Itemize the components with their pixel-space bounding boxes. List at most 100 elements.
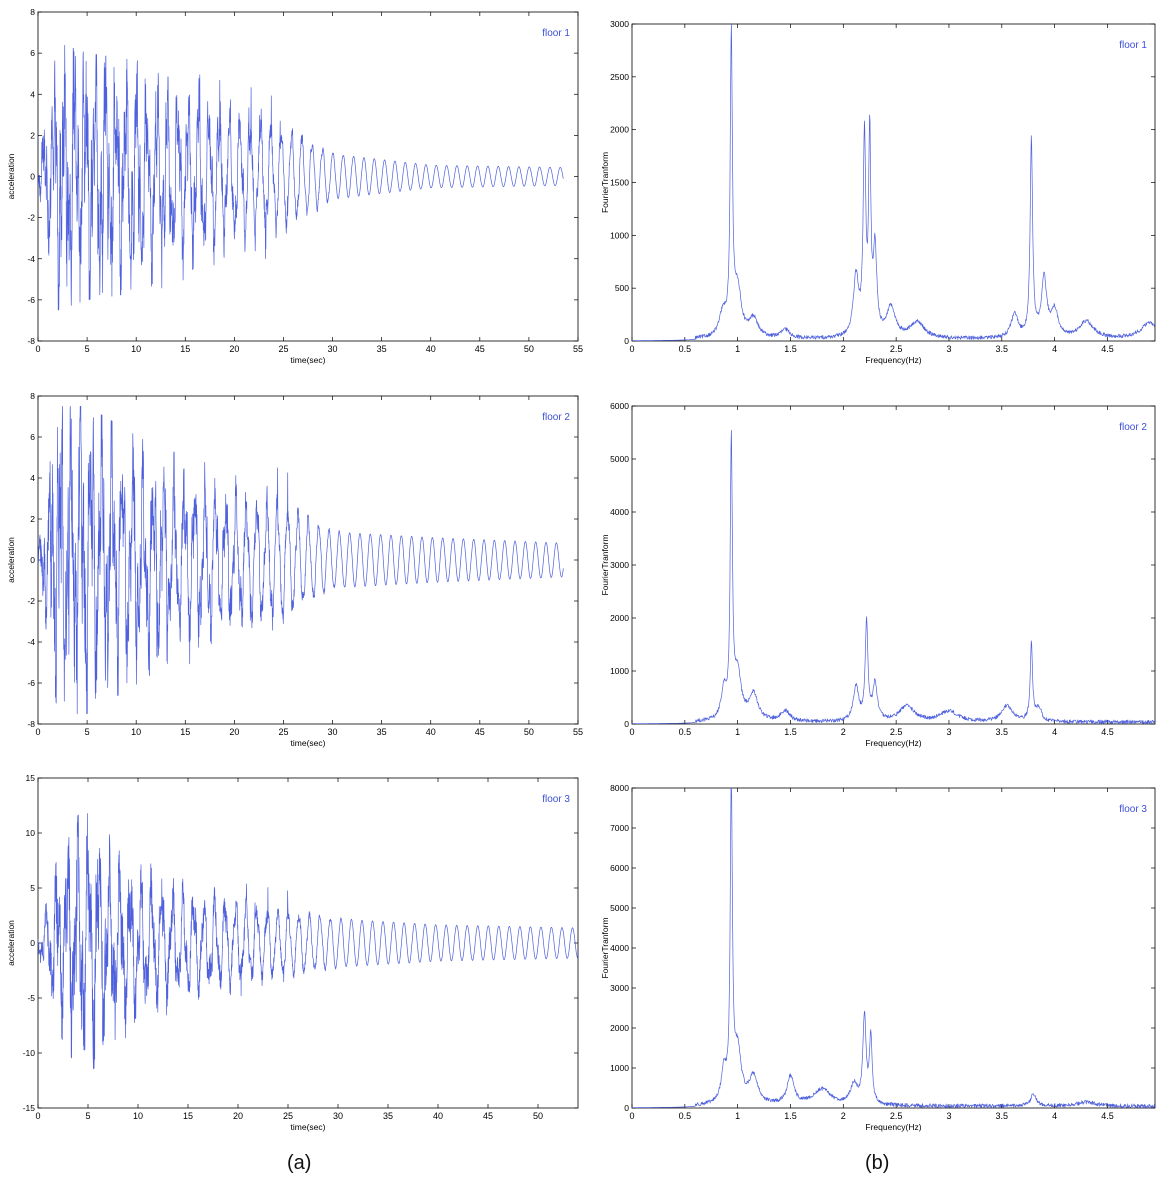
y-tick-label: 5 (30, 883, 35, 893)
x-tick-label: 45 (475, 344, 485, 354)
x-tick-label: 2 (841, 1111, 846, 1121)
series-line (632, 23, 1156, 342)
y-tick-label: 2 (30, 514, 35, 524)
chart-b1: 0 0.5 1 1.5 2 2.5 3 3.5 4 4.5 0 500 1000 1500 2000 2500… (600, 19, 1156, 365)
x-tick-label: 40 (433, 1111, 443, 1121)
y-tick-label: 2000 (610, 1023, 629, 1033)
x-tick-label: 4 (1052, 344, 1057, 354)
x-tick-label: 0 (629, 727, 634, 737)
x-tick-label: 2.5 (890, 1111, 903, 1121)
y-axis-label: FourierTranform (600, 917, 610, 978)
plot-frame (631, 405, 1156, 725)
x-axis-label: Frequency(Hz) (865, 355, 921, 365)
x-tick-label: 35 (377, 727, 387, 737)
x-tick-label: 50 (533, 1111, 543, 1121)
x-tick-label: 35 (383, 1111, 393, 1121)
x-tick-label: 15 (180, 344, 190, 354)
legend-label: floor 1 (1119, 40, 1147, 51)
x-tick-label: 20 (233, 1111, 243, 1121)
plot-frame (37, 777, 579, 1109)
x-tick-label: 1 (735, 727, 740, 737)
x-tick-label: 3 (946, 344, 951, 354)
y-tick-label: -2 (27, 213, 35, 223)
y-tick-label: -5 (27, 993, 35, 1003)
y-tick-label: -8 (27, 719, 35, 729)
x-tick-label: 15 (180, 727, 190, 737)
x-tick-label: 15 (183, 1111, 193, 1121)
chart-a3: 0 5 10 15 20 25 30 35 40 45 50 -15 -10 -5 0 5 10 15 time(s… (6, 773, 579, 1132)
legend-label: floor 2 (1119, 422, 1147, 433)
panel-label-b: (b) (865, 1152, 890, 1174)
y-tick-label: 1500 (610, 178, 629, 188)
x-axis-label: time(sec) (291, 1122, 326, 1132)
x-tick-label: 20 (229, 344, 239, 354)
y-tick-label: 2000 (610, 125, 629, 135)
x-axis-label: time(sec) (291, 355, 326, 365)
y-tick-label: 1000 (610, 1063, 629, 1073)
series-line (632, 787, 1156, 1109)
x-tick-label: 2.5 (890, 344, 903, 354)
x-axis-label: Frequency(Hz) (865, 1122, 921, 1132)
x-tick-label: 5 (85, 1111, 90, 1121)
y-tick-label: -6 (27, 678, 35, 688)
series-line (37, 405, 564, 715)
plot-frame (631, 23, 1156, 342)
y-tick-label: 4 (30, 89, 35, 99)
x-tick-label: 45 (483, 1111, 493, 1121)
y-tick-label: 2 (30, 130, 35, 140)
x-tick-label: 55 (573, 727, 583, 737)
x-tick-label: 2 (841, 727, 846, 737)
y-tick-label: -8 (27, 336, 35, 346)
y-tick-label: 2500 (610, 72, 629, 82)
x-tick-label: 40 (426, 727, 436, 737)
x-tick-label: 3.5 (996, 344, 1009, 354)
y-tick-label: 3000 (610, 983, 629, 993)
chart-b3: 0 0.5 1 1.5 2 2.5 3 3.5 4 4.5 0 1000 2000 3000 4000 500… (600, 783, 1156, 1132)
y-tick-label: 10 (26, 828, 36, 838)
x-tick-label: 10 (131, 727, 141, 737)
chart-a2: 0 5 10 15 20 25 30 35 40 45 50 55 -8 -6 -4 -2 0 2 4 6 8 time(… (6, 391, 583, 748)
y-tick-label: -4 (27, 254, 35, 264)
chart-a1: 0 5 10 15 20 25 30 35 40 45 50 55 -8 -6 -4 -2 0 2 4 6 8 time(… (6, 7, 583, 365)
x-tick-label: 3.5 (996, 727, 1009, 737)
x-tick-label: 25 (278, 344, 288, 354)
y-tick-label: 1000 (610, 230, 629, 240)
x-tick-label: 50 (524, 344, 534, 354)
y-tick-label: -6 (27, 295, 35, 305)
y-tick-label: 6000 (610, 401, 629, 411)
y-tick-label: 6000 (610, 863, 629, 873)
x-tick-label: 4.5 (1101, 1111, 1114, 1121)
y-tick-label: 0 (624, 1103, 629, 1113)
y-tick-label: -4 (27, 637, 35, 647)
y-tick-label: 8 (30, 391, 35, 401)
y-tick-label: 0 (624, 336, 629, 346)
y-tick-label: 15 (26, 773, 36, 783)
x-tick-label: 4.5 (1101, 344, 1114, 354)
legend-label: floor 3 (542, 794, 570, 805)
series-line (37, 44, 564, 311)
x-tick-label: 2.5 (890, 727, 903, 737)
x-tick-label: 4 (1052, 1111, 1057, 1121)
x-tick-label: 0.5 (679, 1111, 692, 1121)
x-tick-label: 1.5 (784, 344, 797, 354)
y-axis-label: acceleration (6, 153, 16, 199)
x-tick-label: 30 (328, 727, 338, 737)
y-axis-label: FourierTranform (600, 534, 610, 595)
y-tick-label: 5000 (610, 454, 629, 464)
x-tick-label: 5 (85, 344, 90, 354)
x-tick-label: 0 (35, 1111, 40, 1121)
y-tick-label: 3000 (610, 560, 629, 570)
x-tick-label: 30 (328, 344, 338, 354)
y-tick-label: -2 (27, 596, 35, 606)
y-tick-label: 4000 (610, 943, 629, 953)
x-tick-label: 25 (283, 1111, 293, 1121)
y-tick-label: 6 (30, 48, 35, 58)
x-axis-label: Frequency(Hz) (865, 738, 921, 748)
legend-label: floor 1 (542, 28, 570, 39)
x-tick-label: 40 (426, 344, 436, 354)
x-tick-label: 55 (573, 344, 583, 354)
x-tick-label: 1.5 (784, 727, 797, 737)
y-tick-label: 8 (30, 7, 35, 17)
legend-label: floor 3 (1119, 804, 1147, 815)
y-tick-label: -10 (23, 1048, 36, 1058)
